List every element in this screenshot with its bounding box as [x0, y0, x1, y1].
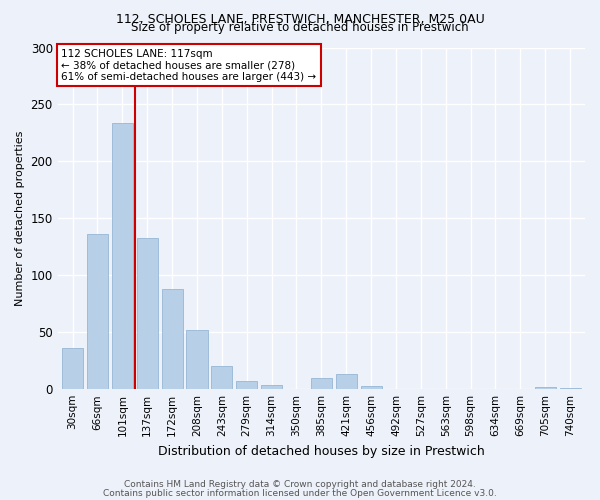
- Bar: [261, 384, 282, 389]
- Bar: [211, 366, 232, 389]
- Text: Contains HM Land Registry data © Crown copyright and database right 2024.: Contains HM Land Registry data © Crown c…: [124, 480, 476, 489]
- Text: 112 SCHOLES LANE: 117sqm
← 38% of detached houses are smaller (278)
61% of semi-: 112 SCHOLES LANE: 117sqm ← 38% of detach…: [61, 48, 317, 82]
- Bar: [62, 348, 83, 389]
- Bar: [335, 374, 357, 389]
- Bar: [137, 238, 158, 389]
- Bar: [87, 234, 108, 389]
- Bar: [361, 386, 382, 389]
- Bar: [187, 330, 208, 389]
- X-axis label: Distribution of detached houses by size in Prestwich: Distribution of detached houses by size …: [158, 444, 485, 458]
- Bar: [535, 387, 556, 389]
- Bar: [112, 122, 133, 389]
- Bar: [236, 381, 257, 389]
- Text: 112, SCHOLES LANE, PRESTWICH, MANCHESTER, M25 0AU: 112, SCHOLES LANE, PRESTWICH, MANCHESTER…: [116, 12, 484, 26]
- Text: Size of property relative to detached houses in Prestwich: Size of property relative to detached ho…: [131, 22, 469, 35]
- Text: Contains public sector information licensed under the Open Government Licence v3: Contains public sector information licen…: [103, 488, 497, 498]
- Bar: [161, 289, 182, 389]
- Y-axis label: Number of detached properties: Number of detached properties: [15, 130, 25, 306]
- Bar: [311, 378, 332, 389]
- Bar: [560, 388, 581, 389]
